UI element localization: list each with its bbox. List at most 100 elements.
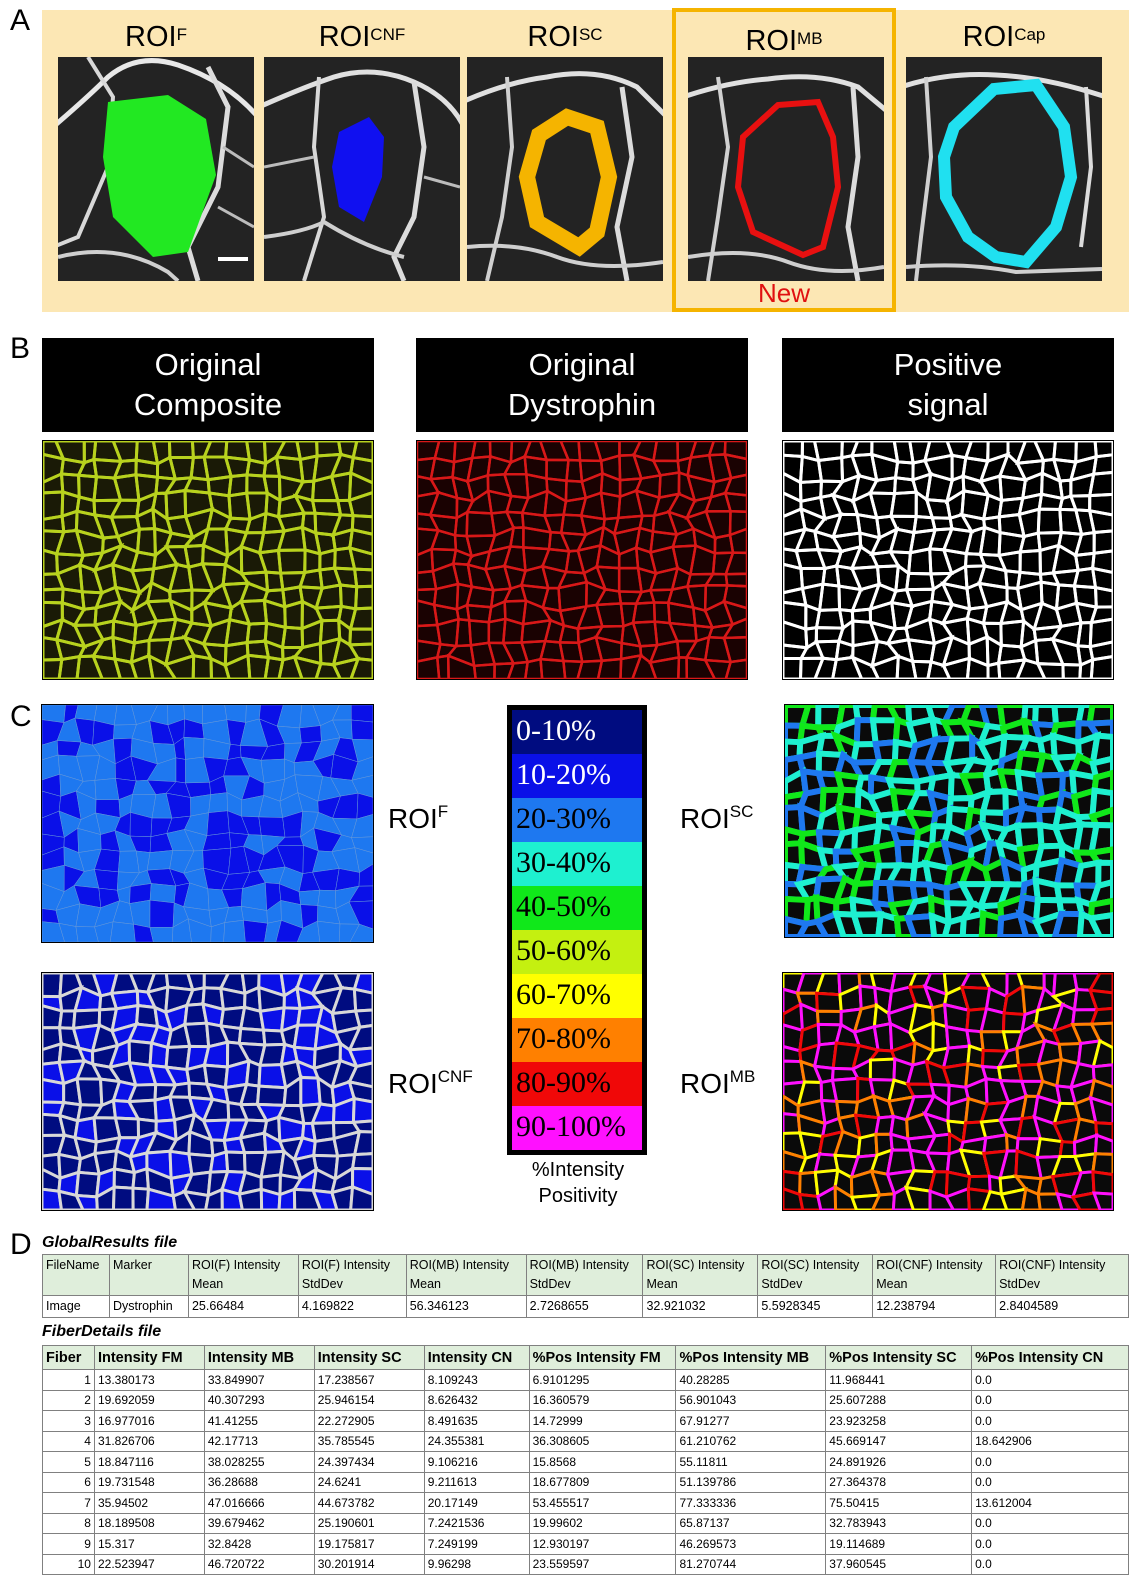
fiber-value-cell: 67.91277 bbox=[675, 1410, 827, 1432]
fiber-header-cell: %Pos Intensity FM bbox=[528, 1345, 677, 1370]
fiber-value-cell: 40.28285 bbox=[675, 1369, 827, 1391]
table-row: 4 31.826706 42.17713 35.785545 24.355381 36.3… bbox=[42, 1430, 1129, 1452]
roi-cap-overlay bbox=[937, 78, 1078, 269]
global-header-cell: ROI(MB) Intensity Mean bbox=[405, 1254, 527, 1296]
roi-f-overlay bbox=[103, 95, 216, 257]
legend-item: 50-60% bbox=[512, 930, 642, 974]
fiber-id-cell: 3 bbox=[42, 1410, 95, 1432]
fiber-value-cell: 19.114689 bbox=[825, 1533, 973, 1555]
roi-sc-heatmap bbox=[784, 704, 1114, 938]
roi-sc-image bbox=[467, 57, 663, 281]
legend-caption: %Intensity Positivity bbox=[531, 1159, 625, 1207]
fiber-header-row: Fiber Intensity FM Intensity MB Intensity S… bbox=[42, 1345, 1129, 1370]
roi-cap-label: ROICap bbox=[962, 21, 1046, 53]
fiber-value-cell: 25.946154 bbox=[313, 1389, 425, 1411]
fiber-value-cell: 16.360579 bbox=[528, 1389, 677, 1411]
fiber-value-cell: 0.0 bbox=[971, 1389, 1129, 1411]
table-row: 9 15.317 32.8428 19.175817 7.249199 12.930197… bbox=[42, 1533, 1129, 1555]
fiber-header-cell: Intensity CN bbox=[423, 1345, 530, 1370]
fiber-value-cell: 0.0 bbox=[971, 1512, 1129, 1534]
roi-f-image bbox=[58, 57, 254, 281]
roi-mb-overlay bbox=[734, 98, 842, 259]
table-row: 10 22.523947 46.720722 30.201914 9.96298 23.5… bbox=[42, 1553, 1129, 1575]
roi-mb-heatmap bbox=[782, 972, 1114, 1211]
global-header-cell: ROI(CNF) Intensity StdDev bbox=[995, 1254, 1129, 1296]
fiber-value-cell: 56.901043 bbox=[675, 1389, 827, 1411]
fiber-value-cell: 0.0 bbox=[971, 1410, 1129, 1432]
fiber-value-cell: 23.559597 bbox=[528, 1553, 677, 1575]
roi-f-heatmap-label: ROIF bbox=[388, 802, 449, 834]
legend-item: 40-50% bbox=[512, 886, 642, 930]
fiber-value-cell: 19.175817 bbox=[313, 1533, 425, 1555]
legend-item: 80-90% bbox=[512, 1062, 642, 1106]
header-original-composite: Original Composite bbox=[42, 338, 374, 432]
fiber-value-cell: 47.016666 bbox=[203, 1492, 315, 1514]
fiber-value-cell: 17.238567 bbox=[313, 1369, 425, 1391]
fiber-value-cell: 9.106216 bbox=[423, 1451, 530, 1473]
fiber-value-cell: 18.677809 bbox=[528, 1471, 677, 1493]
roi-mb-label: ROIMB bbox=[745, 25, 823, 57]
fiber-value-cell: 7.2421536 bbox=[423, 1512, 530, 1534]
fiber-value-cell: 7.249199 bbox=[423, 1533, 530, 1555]
fiber-value-cell: 37.960545 bbox=[825, 1553, 973, 1575]
fiber-value-cell: 13.380173 bbox=[93, 1369, 205, 1391]
header-positive-signal: Positive signal bbox=[782, 338, 1114, 432]
fiber-value-cell: 46.269573 bbox=[675, 1533, 827, 1555]
global-header-cell: ROI(CNF) Intensity Mean bbox=[872, 1254, 997, 1296]
fiber-value-cell: 20.17149 bbox=[423, 1492, 530, 1514]
fiber-id-cell: 8 bbox=[42, 1512, 95, 1534]
fiber-value-cell: 24.891926 bbox=[825, 1451, 973, 1473]
fiber-value-cell: 0.0 bbox=[971, 1471, 1129, 1493]
fiber-id-cell: 6 bbox=[42, 1471, 95, 1493]
fiber-header-cell: %Pos Intensity MB bbox=[675, 1345, 827, 1370]
table-row: 8 18.189508 39.679462 25.190601 7.2421536 19.… bbox=[42, 1512, 1129, 1534]
fiber-value-cell: 14.72999 bbox=[528, 1410, 677, 1432]
fiber-value-cell: 13.612004 bbox=[971, 1492, 1129, 1514]
fiber-header-cell: Intensity SC bbox=[313, 1345, 425, 1370]
roi-mb-heatmap-label: ROIMB bbox=[680, 1067, 756, 1099]
fiber-value-cell: 75.50415 bbox=[825, 1492, 973, 1514]
fiber-id-cell: 1 bbox=[42, 1369, 95, 1391]
global-header-row: FileName Marker ROI(F) Intensity Mean ROI(F… bbox=[42, 1254, 1129, 1296]
fiber-value-cell: 30.201914 bbox=[313, 1553, 425, 1575]
fiber-value-cell: 8.626432 bbox=[423, 1389, 530, 1411]
fiber-value-cell: 33.849907 bbox=[203, 1369, 315, 1391]
fiber-value-cell: 53.455517 bbox=[528, 1492, 677, 1514]
fiber-value-cell: 12.930197 bbox=[528, 1533, 677, 1555]
roi-cap-image bbox=[906, 57, 1102, 281]
fiber-value-cell: 18.642906 bbox=[971, 1430, 1129, 1452]
fiber-value-cell: 24.397434 bbox=[313, 1451, 425, 1473]
legend-item: 30-40% bbox=[512, 842, 642, 886]
fiber-id-cell: 2 bbox=[42, 1389, 95, 1411]
roi-sc-overlay bbox=[518, 108, 618, 257]
fiber-id-cell: 7 bbox=[42, 1492, 95, 1514]
fiber-header-cell: Intensity FM bbox=[93, 1345, 205, 1370]
fiber-value-cell: 22.272905 bbox=[313, 1410, 425, 1432]
fiber-id-cell: 5 bbox=[42, 1451, 95, 1473]
fiber-value-cell: 35.785545 bbox=[313, 1430, 425, 1452]
global-data-cell: 2.7268655 bbox=[525, 1295, 644, 1318]
global-data-cell: Image bbox=[42, 1295, 110, 1318]
fiber-id-cell: 4 bbox=[42, 1430, 95, 1452]
legend-item: 90-100% bbox=[512, 1106, 642, 1150]
legend-item: 0-10% bbox=[512, 710, 642, 754]
fiber-header-cell: %Pos Intensity CN bbox=[971, 1345, 1129, 1370]
global-data-cell: 25.66484 bbox=[187, 1295, 299, 1318]
fiber-value-cell: 24.6241 bbox=[313, 1471, 425, 1493]
table-row: 1 13.380173 33.849907 17.238567 8.109243 6.91… bbox=[42, 1369, 1129, 1391]
legend-item: 20-30% bbox=[512, 798, 642, 842]
table-row: 7 35.94502 47.016666 44.673782 20.17149 53.45… bbox=[42, 1492, 1129, 1514]
fiber-value-cell: 39.679462 bbox=[203, 1512, 315, 1534]
roi-mb-highlight-box: ROIMB New bbox=[672, 8, 896, 312]
table-row: 6 19.731548 36.28688 24.6241 9.211613 18.6778… bbox=[42, 1471, 1129, 1493]
fiber-value-cell: 11.968441 bbox=[825, 1369, 973, 1391]
roi-cnf-image bbox=[264, 57, 460, 281]
global-data-cell: 56.346123 bbox=[405, 1295, 527, 1318]
fiber-value-cell: 15.8568 bbox=[528, 1451, 677, 1473]
roi-f-heatmap bbox=[41, 704, 374, 943]
fiber-value-cell: 23.923258 bbox=[825, 1410, 973, 1432]
fiber-value-cell: 31.826706 bbox=[93, 1430, 205, 1452]
fiber-header-cell: %Pos Intensity SC bbox=[825, 1345, 973, 1370]
fiber-value-cell: 0.0 bbox=[971, 1553, 1129, 1575]
fiber-value-cell: 9.96298 bbox=[423, 1553, 530, 1575]
